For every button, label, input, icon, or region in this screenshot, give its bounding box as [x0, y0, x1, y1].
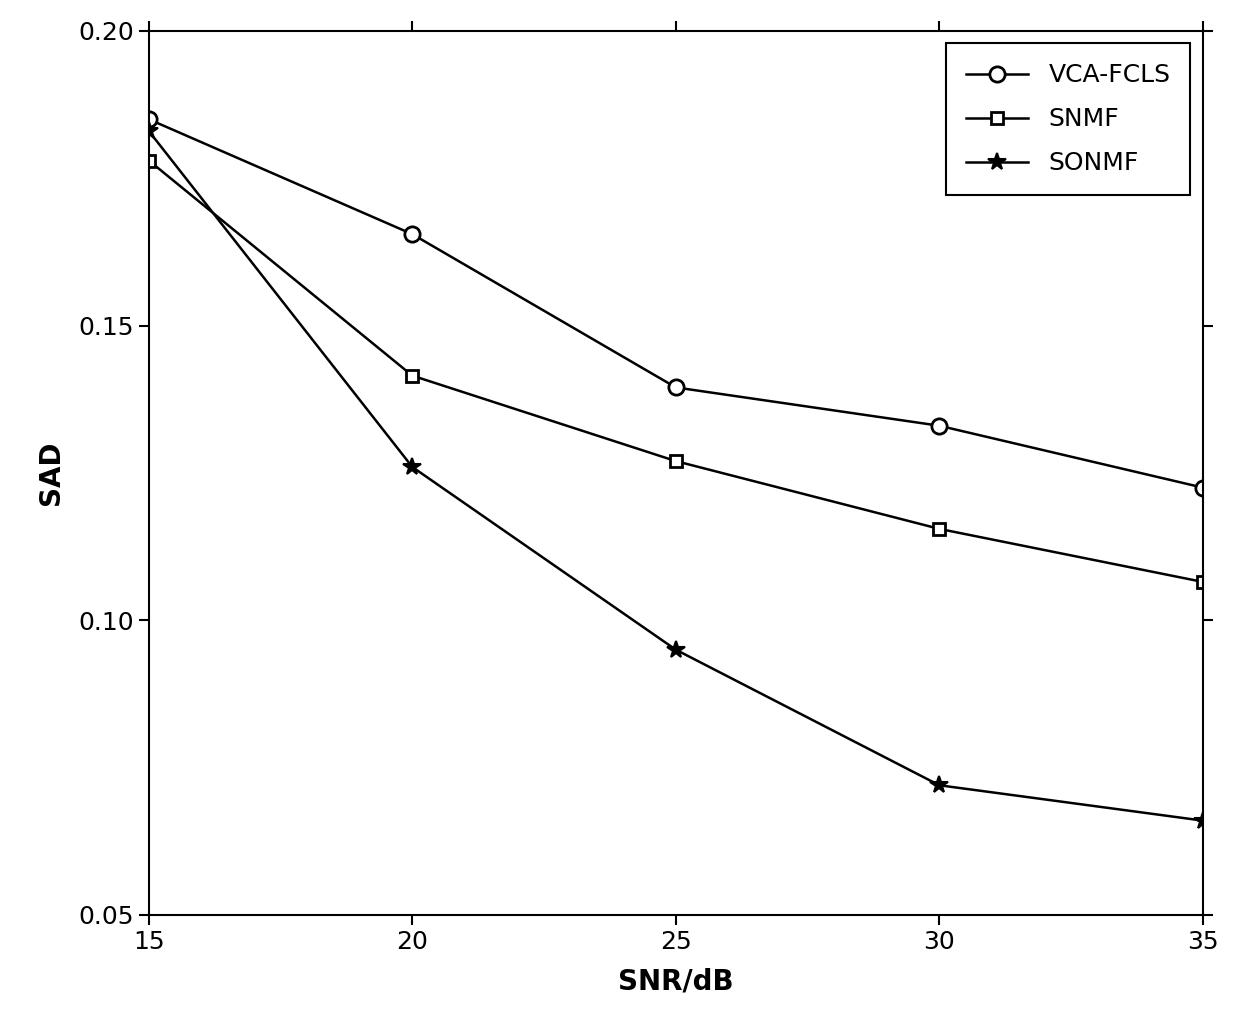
SONMF [932, 779, 947, 792]
SONMF [668, 644, 683, 656]
VCA-FCLS [932, 419, 947, 432]
Legend: VCA-FCLS, SNMF, SONMF: VCA-FCLS, SNMF, SONMF [946, 43, 1190, 195]
SNMF [1195, 576, 1210, 588]
X-axis label: SNR/dB: SNR/dB [618, 967, 734, 995]
Line: SNMF: SNMF [143, 154, 1209, 588]
Line: VCA-FCLS: VCA-FCLS [141, 112, 1210, 495]
VCA-FCLS [141, 113, 156, 125]
SONMF [404, 461, 419, 473]
SNMF [668, 455, 683, 468]
VCA-FCLS [668, 381, 683, 394]
SONMF [1195, 814, 1210, 827]
VCA-FCLS [404, 228, 419, 241]
SNMF [932, 522, 947, 535]
Line: SONMF: SONMF [140, 122, 1211, 830]
SNMF [404, 369, 419, 381]
SONMF [141, 124, 156, 137]
VCA-FCLS [1195, 481, 1210, 493]
Y-axis label: SAD: SAD [36, 441, 64, 505]
SNMF [141, 154, 156, 167]
